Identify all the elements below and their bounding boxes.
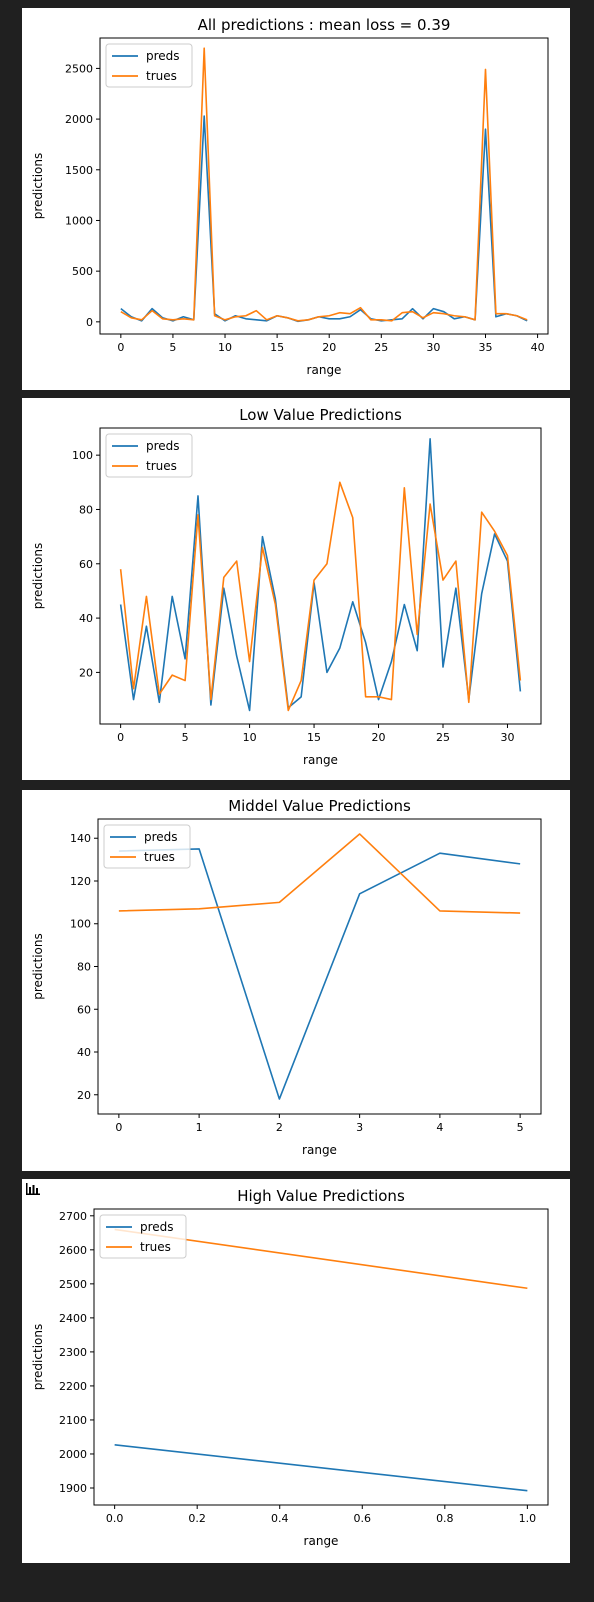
legend-label: trues — [146, 459, 177, 473]
legend-label: trues — [146, 69, 177, 83]
plot-area — [99, 427, 542, 725]
legend-label: trues — [144, 850, 175, 864]
series-line-preds — [118, 848, 521, 1100]
x-tick-label: 1 — [196, 1121, 203, 1134]
x-tick-label: 0 — [115, 1121, 122, 1134]
x-tick-label: 0.2 — [188, 1512, 206, 1525]
y-tick-label: 2300 — [59, 1346, 87, 1359]
x-tick-label: 3 — [356, 1121, 363, 1134]
plot-area — [93, 1208, 549, 1506]
y-tick-label: 80 — [77, 961, 91, 974]
legend-label: preds — [140, 1220, 174, 1234]
plot-area — [99, 37, 549, 335]
legend: preds trues — [99, 1214, 187, 1259]
y-axis-label: predictions — [31, 1324, 45, 1390]
y-axis-label: predictions — [31, 543, 45, 609]
y-tick-label: 1000 — [65, 214, 93, 227]
x-axis-label: range — [304, 1534, 339, 1548]
series-line-trues — [118, 833, 521, 914]
y-tick-label: 60 — [79, 558, 93, 571]
series-line-preds — [119, 438, 522, 712]
x-tick-label: 30 — [500, 731, 514, 744]
legend-label: trues — [140, 1240, 171, 1254]
y-tick-label: 2600 — [59, 1244, 87, 1257]
y-tick-label: 500 — [72, 265, 93, 278]
chart-middle-value: Middel Value Predictions 0 1 2 3 4 5 20 40 60 80 10… — [31, 797, 542, 1157]
chart-high-value: High Value Predictions 0.0 0.2 0.4 0.6 0.8 1.0… — [31, 1187, 549, 1548]
y-tick-label: 100 — [70, 918, 91, 931]
x-tick-label: 25 — [374, 341, 388, 354]
x-axis-label: range — [302, 1143, 337, 1157]
x-tick-label: 5 — [517, 1121, 524, 1134]
x-tick-label: 15 — [307, 731, 321, 744]
chart-panel-middle: Middel Value Predictions 0 1 2 3 4 5 20 40 60 80 10… — [22, 790, 570, 1171]
x-tick-label: 20 — [322, 341, 336, 354]
x-tick-label: 0.6 — [354, 1512, 372, 1525]
y-tick-label: 40 — [79, 612, 93, 625]
legend-label: preds — [146, 439, 180, 453]
chart-low-value: Low Value Predictions 0 5 10 15 20 25 30 20 40 60 8… — [31, 406, 542, 767]
y-axis-label: predictions — [31, 153, 45, 219]
legend: preds trues — [105, 433, 193, 478]
x-tick-label: 10 — [243, 731, 257, 744]
legend: preds trues — [103, 824, 191, 869]
y-tick-label: 140 — [70, 832, 91, 845]
x-axis-label: range — [307, 363, 342, 377]
x-tick-label: 25 — [436, 731, 450, 744]
chart-title: Middel Value Predictions — [228, 797, 411, 815]
y-tick-label: 0 — [86, 316, 93, 329]
x-tick-label: 4 — [436, 1121, 443, 1134]
legend-label: preds — [144, 830, 178, 844]
x-tick-label: 0.0 — [106, 1512, 124, 1525]
chart-panel-high: High Value Predictions 0.0 0.2 0.4 0.6 0.8 1.0… — [22, 1179, 570, 1563]
x-tick-label: 5 — [169, 341, 176, 354]
x-tick-label: 0.8 — [436, 1512, 454, 1525]
y-tick-label: 2100 — [59, 1414, 87, 1427]
chart-title: All predictions : mean loss = 0.39 — [198, 16, 451, 34]
y-tick-label: 2200 — [59, 1380, 87, 1393]
x-tick-label: 2 — [276, 1121, 283, 1134]
chart-all-predictions: All predictions : mean loss = 0.39 0 5 10 15… — [31, 16, 549, 377]
chart-title: High Value Predictions — [237, 1187, 405, 1205]
legend-label: preds — [146, 49, 180, 63]
series-line-trues — [119, 481, 522, 712]
legend: preds trues — [105, 43, 193, 88]
y-tick-label: 100 — [72, 449, 93, 462]
bar-chart-icon[interactable] — [26, 1183, 40, 1195]
x-tick-label: 35 — [478, 341, 492, 354]
y-tick-label: 2400 — [59, 1312, 87, 1325]
y-tick-label: 60 — [77, 1003, 91, 1016]
y-tick-label: 1500 — [65, 164, 93, 177]
x-tick-label: 20 — [372, 731, 386, 744]
chart-title: Low Value Predictions — [239, 406, 402, 424]
x-tick-label: 15 — [270, 341, 284, 354]
y-tick-label: 2000 — [65, 113, 93, 126]
chart-panel-all: All predictions : mean loss = 0.39 0 5 10 15… — [22, 8, 570, 390]
x-tick-label: 10 — [218, 341, 232, 354]
x-tick-label: 0 — [117, 731, 124, 744]
y-tick-label: 2500 — [59, 1278, 87, 1291]
series-line-preds — [114, 1443, 528, 1492]
y-tick-label: 120 — [70, 875, 91, 888]
x-tick-label: 5 — [182, 731, 189, 744]
y-tick-label: 2000 — [59, 1448, 87, 1461]
x-tick-label: 40 — [531, 341, 545, 354]
x-tick-label: 0.4 — [271, 1512, 289, 1525]
series-line-trues — [120, 47, 528, 322]
y-tick-label: 40 — [77, 1046, 91, 1059]
y-tick-label: 20 — [79, 666, 93, 679]
x-tick-label: 0 — [117, 341, 124, 354]
y-tick-label: 80 — [79, 503, 93, 516]
x-axis-label: range — [303, 753, 338, 767]
x-tick-label: 1.0 — [519, 1512, 537, 1525]
series-line-preds — [120, 115, 528, 323]
y-axis-label: predictions — [31, 933, 45, 999]
y-tick-label: 1900 — [59, 1482, 87, 1495]
x-tick-label: 30 — [426, 341, 440, 354]
y-tick-label: 2500 — [65, 62, 93, 75]
chart-panel-low: Low Value Predictions 0 5 10 15 20 25 30 20 40 60 8… — [22, 398, 570, 780]
y-tick-label: 2700 — [59, 1210, 87, 1223]
y-tick-label: 20 — [77, 1089, 91, 1102]
